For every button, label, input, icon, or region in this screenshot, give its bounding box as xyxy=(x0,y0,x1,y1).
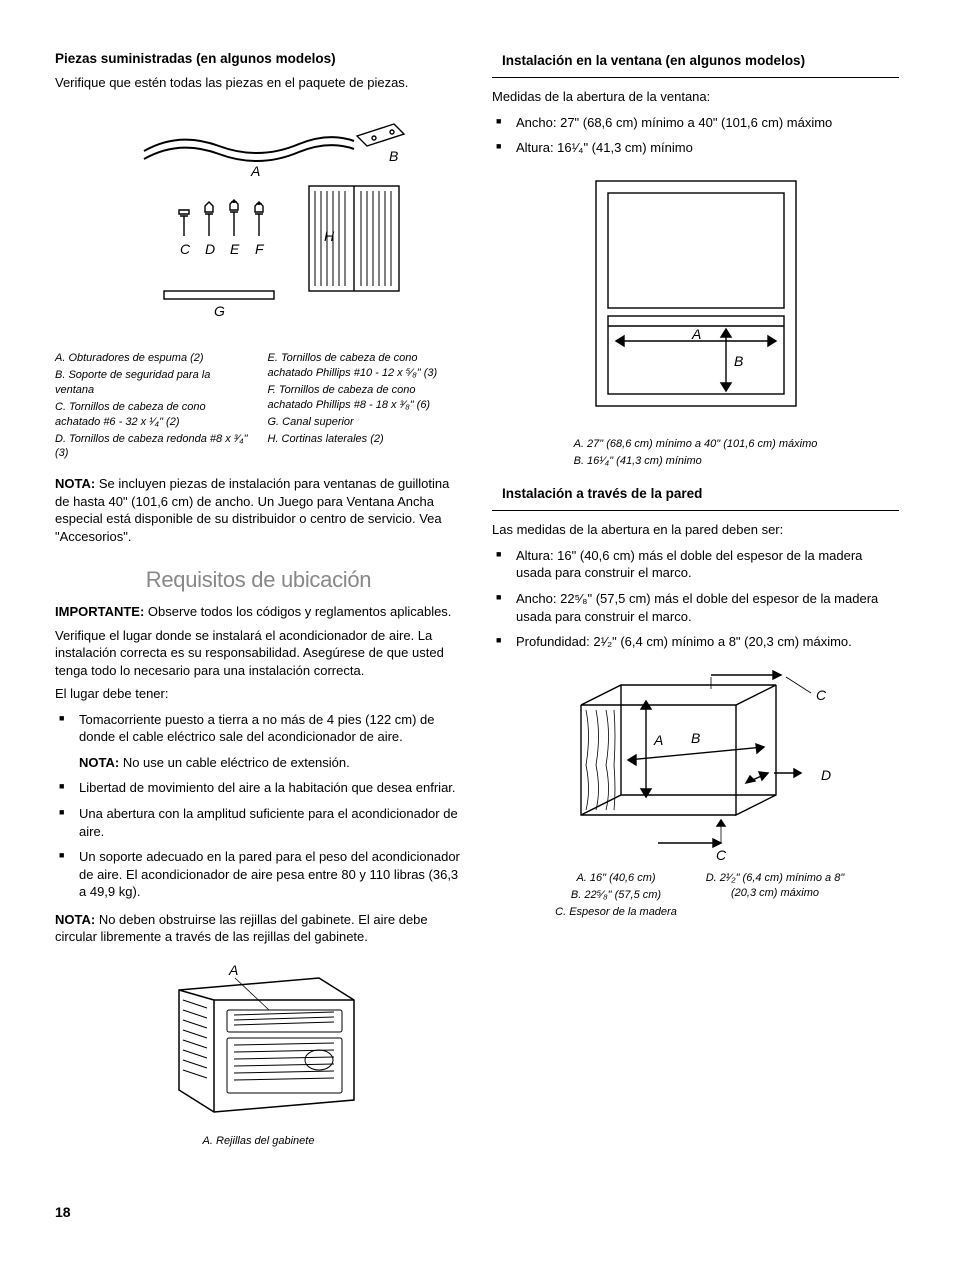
fig-cab-caption: A. Rejillas del gabinete xyxy=(55,1134,462,1149)
imp-text: Observe todos los códigos y reglamentos … xyxy=(144,604,451,619)
figwall-b: B xyxy=(691,730,700,746)
req-nota2: NOTA: No deben obstruirse las rejillas d… xyxy=(55,911,462,946)
figure-cabinet: A A. Rejillas del gabinete xyxy=(55,960,462,1149)
fig1-label-d: D xyxy=(205,241,215,257)
page-number: 18 xyxy=(55,1203,899,1222)
figwall-cap-a: A. 16" (40,6 cm) xyxy=(546,871,687,886)
win-list: Ancho: 27" (68,6 cm) mínimo a 40" (101,6… xyxy=(492,114,899,157)
wall-heading-rule: Instalación a través de la pared xyxy=(492,485,899,511)
left-column: Piezas suministradas (en algunos modelos… xyxy=(55,50,462,1163)
cap-h: H. Cortinas laterales (2) xyxy=(268,432,463,447)
cap-f: F. Tornillos de cabeza de cono achatado … xyxy=(268,383,463,413)
parts-heading: Piezas suministradas (en algunos modelos… xyxy=(55,50,462,68)
wall-li-1: Altura: 16" (40,6 cm) más el doble del e… xyxy=(516,547,899,582)
win-li-1: Ancho: 27" (68,6 cm) mínimo a 40" (101,6… xyxy=(516,114,899,132)
right-column: Instalación en la ventana (en algunos mo… xyxy=(492,50,899,1163)
imp-label: IMPORTANTE: xyxy=(55,604,144,619)
figwin-caption: A. 27" (68,6 cm) mínimo a 40" (101,6 cm)… xyxy=(574,435,818,471)
page-body: Piezas suministradas (en algunos modelos… xyxy=(55,50,899,1163)
win-intro: Medidas de la abertura de la ventana: xyxy=(492,88,899,106)
parts-intro: Verifique que estén todas las piezas en … xyxy=(55,74,462,92)
figwin-a: A xyxy=(691,326,701,342)
fig1-label-b: B xyxy=(389,148,398,164)
figwall-d: D xyxy=(821,767,831,783)
wall-li-3: Profundidad: 2¹⁄₂" (6,4 cm) mínimo a 8" … xyxy=(516,633,899,651)
fig1-label-h: H xyxy=(324,228,335,244)
figwall-cap-b: B. 22⁵⁄₈" (57,5 cm) xyxy=(546,888,687,903)
figwall-cap-c: C. Espesor de la madera xyxy=(546,905,687,920)
fig1-label-a: A xyxy=(250,163,260,179)
cap-d: D. Tornillos de cabeza redonda #8 x ³⁄₄"… xyxy=(55,432,250,462)
fig1-label-e: E xyxy=(230,241,240,257)
figwall-caption: A. 16" (40,6 cm) B. 22⁵⁄₈" (57,5 cm) C. … xyxy=(546,869,846,922)
cap-b: B. Soporte de seguridad para la ventana xyxy=(55,368,250,398)
cap-c: C. Tornillos de cabeza de cono achatado … xyxy=(55,400,250,430)
figwin-cap-b: B. 16¹⁄₄" (41,3 cm) mínimo xyxy=(574,454,818,469)
req-p2: El lugar debe tener: xyxy=(55,685,462,703)
req-list: Tomacorriente puesto a tierra a no más d… xyxy=(55,711,462,901)
win-heading: Instalación en la ventana (en algunos mo… xyxy=(502,52,899,70)
figwin-cap-a: A. 27" (68,6 cm) mínimo a 40" (101,6 cm)… xyxy=(574,437,818,452)
figure-wall: A B C C D A. 16" (40,6 cm) B. 22⁵⁄₈" (57… xyxy=(492,665,899,922)
figwall-c1: C xyxy=(816,687,827,703)
fig1-label-g: G xyxy=(214,303,225,319)
cap-e: E. Tornillos de cabeza de cono achatado … xyxy=(268,351,463,381)
fig-cab-label: A xyxy=(228,962,238,978)
win-heading-rule: Instalación en la ventana (en algunos mo… xyxy=(492,52,899,78)
fig1-label-f: F xyxy=(255,241,265,257)
req-li-3: Una abertura con la amplitud suficiente … xyxy=(79,805,462,840)
parts-caption: A. Obturadores de espuma (2) B. Soporte … xyxy=(55,349,462,463)
req-p1: Verifique el lugar donde se instalará el… xyxy=(55,627,462,680)
wall-list: Altura: 16" (40,6 cm) más el doble del e… xyxy=(492,547,899,651)
wall-heading: Instalación a través de la pared xyxy=(502,485,899,503)
cap-a: A. Obturadores de espuma (2) xyxy=(55,351,250,366)
req-li-4: Un soporte adecuado en la pared para el … xyxy=(79,848,462,901)
parts-nota: NOTA: Se incluyen piezas de instalación … xyxy=(55,475,462,545)
figwall-cap-d: D. 2¹⁄₂" (6,4 cm) mínimo a 8" (20,3 cm) … xyxy=(705,871,846,901)
req-li-1: Tomacorriente puesto a tierra a no más d… xyxy=(79,711,462,772)
req-importante: IMPORTANTE: Observe todos los códigos y … xyxy=(55,603,462,621)
fig1-label-c: C xyxy=(180,241,191,257)
wall-intro: Las medidas de la abertura en la pared d… xyxy=(492,521,899,539)
req-li-2: Libertad de movimiento del aire a la hab… xyxy=(79,779,462,797)
figwall-c2: C xyxy=(716,847,727,863)
wall-li-2: Ancho: 22⁵⁄₈" (57,5 cm) más el doble del… xyxy=(516,590,899,625)
figure-window: A B A. 27" (68,6 cm) mínimo a 40" (101,6… xyxy=(492,171,899,471)
figwin-b: B xyxy=(734,353,743,369)
req-sub-nota: NOTA: No use un cable eléctrico de exten… xyxy=(79,754,462,772)
parts-nota-text: Se incluyen piezas de instalación para v… xyxy=(55,476,449,544)
req-heading: Requisitos de ubicación xyxy=(55,565,462,595)
figure-parts: A B C D E F G H xyxy=(55,106,462,336)
figwall-a: A xyxy=(653,732,663,748)
win-li-2: Altura: 16¹⁄₄" (41,3 cm) mínimo xyxy=(516,139,899,157)
req-li-1-text: Tomacorriente puesto a tierra a no más d… xyxy=(79,712,435,745)
cap-g: G. Canal superior xyxy=(268,415,463,430)
